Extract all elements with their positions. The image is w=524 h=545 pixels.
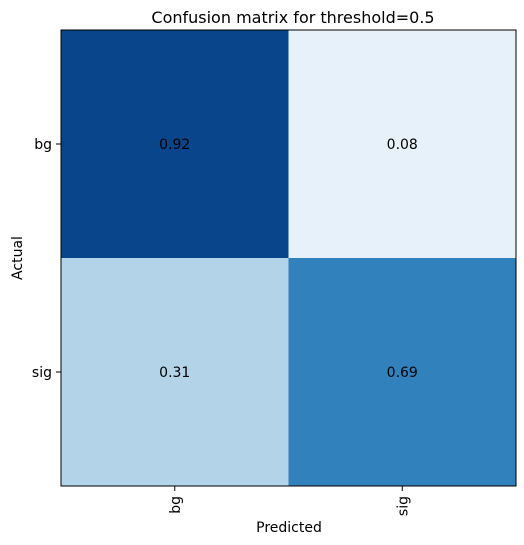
heatmap-value-label: 0.08 <box>387 137 418 153</box>
y-tick-label: sig <box>32 365 52 381</box>
heatmap-value-labels: 0.92 0.08 0.31 0.69 <box>159 137 418 381</box>
x-tick-label: bg <box>168 496 184 514</box>
chart-title: Confusion matrix for threshold=0.5 <box>151 8 434 27</box>
y-tick-label: bg <box>34 137 52 153</box>
x-axis-label: Predicted <box>256 520 322 536</box>
heatmap-cell-sig-sig <box>288 258 516 486</box>
heatmap-value-label: 0.31 <box>159 365 190 381</box>
x-tick-label: sig <box>395 496 411 516</box>
heatmap-cell-bg-bg <box>61 30 289 258</box>
heatmap-value-label: 0.92 <box>159 137 190 153</box>
y-axis: bg sig <box>32 137 61 381</box>
plot-frame <box>60 29 517 487</box>
x-axis: bg sig <box>168 486 411 516</box>
y-axis-label: Actual <box>10 236 26 280</box>
heatmap-value-label: 0.69 <box>387 365 418 381</box>
heatmap-cell-sig-bg <box>61 258 289 486</box>
heatmap-cells <box>61 30 516 486</box>
heatmap-cell-bg-sig <box>288 30 516 258</box>
